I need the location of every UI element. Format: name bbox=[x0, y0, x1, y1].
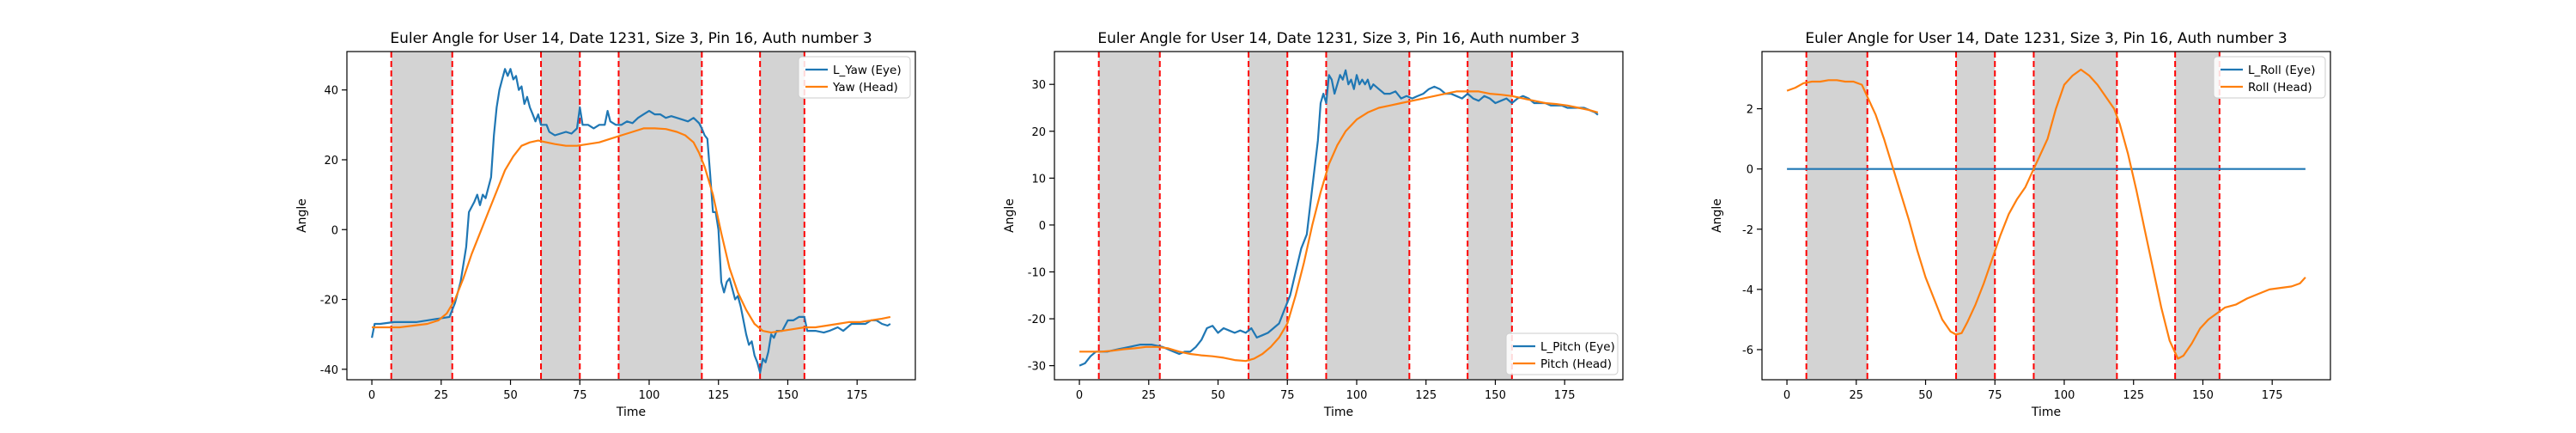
axes-frame bbox=[1761, 51, 2331, 381]
x-tick-label: 175 bbox=[847, 389, 868, 402]
shaded-interval bbox=[1326, 52, 1410, 380]
axes-frame bbox=[346, 51, 916, 381]
legend: L_Yaw (Eye) Yaw (Head) bbox=[798, 56, 911, 99]
series-line-l-pitch-eye bbox=[1078, 69, 1599, 367]
x-tick-label: 25 bbox=[1850, 389, 1864, 402]
series-line-roll-head bbox=[1786, 68, 2306, 360]
x-tick-label: 125 bbox=[2123, 389, 2144, 402]
x-tick-label: 100 bbox=[1346, 389, 1368, 402]
y-axis-label: Angle bbox=[295, 198, 309, 233]
y-tick-label: -10 bbox=[1028, 266, 1046, 279]
chart-panel-2: 0 25 50 75 100 125 150 175 -30 -20 -10 0 10 20 30 Euler… bbox=[1003, 30, 1624, 419]
legend-entry: Pitch (Head) bbox=[1540, 357, 1612, 371]
x-tick-label: 150 bbox=[777, 389, 799, 402]
x-tick-label: 75 bbox=[1280, 389, 1295, 402]
shaded-interval bbox=[541, 52, 580, 380]
legend-entry: L_Yaw (Eye) bbox=[833, 64, 902, 77]
y-tick-label: -20 bbox=[1028, 314, 1046, 326]
legend-entry: L_Roll (Eye) bbox=[2248, 64, 2315, 77]
shaded-interval bbox=[618, 52, 702, 380]
axes-frame bbox=[1054, 51, 1624, 381]
legend-entry: Yaw (Head) bbox=[832, 81, 898, 95]
y-tick-label: 30 bbox=[1031, 79, 1046, 92]
y-tick-label: -4 bbox=[1742, 284, 1753, 297]
x-tick-label: 100 bbox=[2054, 389, 2075, 402]
y-axis-label: Angle bbox=[1003, 198, 1017, 233]
x-tick-label: 25 bbox=[434, 389, 449, 402]
x-tick-label: 75 bbox=[1988, 389, 2002, 402]
x-tick-label: 125 bbox=[708, 389, 729, 402]
shaded-interval bbox=[1467, 52, 1512, 380]
chart-title: Euler Angle for User 14, Date 1231, Size… bbox=[1805, 30, 2287, 47]
shaded-interval bbox=[2175, 52, 2220, 380]
y-tick-label: -20 bbox=[320, 295, 338, 308]
x-tick-label: 175 bbox=[2262, 389, 2283, 402]
chart-panel-1: 0 25 50 75 100 125 150 175 -40 -20 0 20 40 Euler Angl… bbox=[295, 30, 916, 419]
x-tick-label: 150 bbox=[2192, 389, 2214, 402]
x-tick-label: 0 bbox=[1783, 389, 1790, 402]
series-line-l-yaw-eye bbox=[371, 68, 891, 374]
x-tick-label: 25 bbox=[1142, 389, 1157, 402]
x-tick-label: 50 bbox=[503, 389, 518, 402]
y-tick-label: 10 bbox=[1031, 173, 1046, 186]
y-tick-label: 0 bbox=[1747, 164, 1753, 177]
series-line-yaw-head bbox=[372, 127, 891, 334]
y-tick-label: 40 bbox=[324, 85, 338, 98]
shaded-interval bbox=[391, 52, 453, 380]
x-tick-label: 75 bbox=[573, 389, 587, 402]
legend-entry: Roll (Head) bbox=[2248, 81, 2312, 95]
chart-title: Euler Angle for User 14, Date 1231, Size… bbox=[390, 30, 872, 47]
x-axis-label: Time bbox=[1323, 406, 1353, 419]
shaded-interval bbox=[1956, 52, 1996, 380]
y-tick-label: 0 bbox=[331, 224, 338, 237]
shaded-interval bbox=[1806, 52, 1868, 380]
y-axis-label: Angle bbox=[1710, 198, 1724, 233]
y-tick-label: -30 bbox=[1028, 361, 1046, 374]
y-tick-label: 0 bbox=[1039, 220, 1046, 233]
x-tick-label: 150 bbox=[1485, 389, 1506, 402]
shaded-interval bbox=[1249, 52, 1288, 380]
shaded-interval bbox=[760, 52, 805, 380]
x-tick-label: 50 bbox=[1918, 389, 1933, 402]
chart-title: Euler Angle for User 14, Date 1231, Size… bbox=[1097, 30, 1579, 47]
x-tick-label: 125 bbox=[1415, 389, 1437, 402]
y-tick-label: -2 bbox=[1742, 224, 1753, 237]
x-tick-label: 175 bbox=[1554, 389, 1576, 402]
x-axis-label: Time bbox=[616, 406, 646, 419]
x-tick-label: 0 bbox=[368, 389, 375, 402]
shaded-interval bbox=[1098, 52, 1160, 380]
legend: L_Pitch (Eye) Pitch (Head) bbox=[1505, 332, 1619, 375]
legend-entry: L_Pitch (Eye) bbox=[1540, 340, 1615, 354]
chart-panel-3: 0 25 50 75 100 125 150 175 -6 -4 -2 0 2 Euler Angle f… bbox=[1710, 30, 2331, 419]
y-tick-label: 2 bbox=[1747, 104, 1753, 117]
shaded-interval bbox=[2033, 52, 2117, 380]
y-tick-label: 20 bbox=[1031, 126, 1046, 139]
y-tick-label: 20 bbox=[324, 155, 338, 168]
y-tick-label: -6 bbox=[1742, 345, 1753, 357]
x-axis-label: Time bbox=[2031, 406, 2061, 419]
x-tick-label: 100 bbox=[639, 389, 660, 402]
legend: L_Roll (Eye) Roll (Head) bbox=[2213, 56, 2326, 99]
x-tick-label: 50 bbox=[1211, 389, 1225, 402]
x-tick-label: 0 bbox=[1076, 389, 1083, 402]
series-line-pitch-head bbox=[1079, 90, 1599, 363]
y-tick-label: -40 bbox=[320, 364, 338, 377]
